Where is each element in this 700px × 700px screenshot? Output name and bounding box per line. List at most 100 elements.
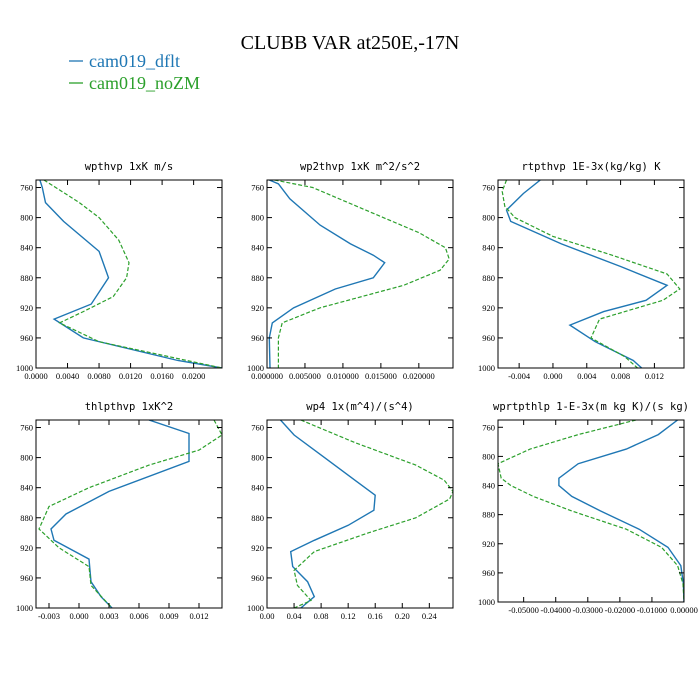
x-tick-label: 0.16 xyxy=(368,611,383,621)
y-tick-label: 1000 xyxy=(16,363,33,373)
x-tick-label: 0.00000 xyxy=(670,605,698,615)
y-tick-label: 840 xyxy=(251,483,264,493)
y-tick-label: 920 xyxy=(482,539,495,549)
x-tick-label: 0.0120 xyxy=(119,371,142,381)
plot-frame xyxy=(266,179,454,369)
legend-label-nozm: cam019_noZM xyxy=(89,73,200,93)
x-tick-label: 0.020000 xyxy=(403,371,435,381)
y-tick-label: 880 xyxy=(251,513,264,523)
x-tick-label: 0.00 xyxy=(260,611,275,621)
y-tick-label: 920 xyxy=(20,303,33,313)
y-tick-label: 800 xyxy=(482,451,495,461)
x-tick-label: 0.0160 xyxy=(150,371,173,381)
y-tick-label: 760 xyxy=(251,423,264,433)
y-tick-label: 880 xyxy=(482,273,495,283)
y-tick-label: 800 xyxy=(482,213,495,223)
y-tick-label: 960 xyxy=(251,573,264,583)
y-tick-label: 800 xyxy=(20,213,33,223)
x-tick-label: 0.0000 xyxy=(24,371,47,381)
y-tick-label: 960 xyxy=(20,573,33,583)
x-tick-label: 0.24 xyxy=(422,611,438,621)
y-tick-label: 960 xyxy=(482,333,495,343)
panel-title: wp4 1x(m^4)/(s^4) xyxy=(306,401,413,413)
panel-0: wpthvp 1xK m/s76080084088092096010000.00… xyxy=(16,161,223,381)
x-tick-label: 0.012 xyxy=(189,611,208,621)
y-tick-label: 800 xyxy=(20,453,33,463)
legend-label-dflt: cam019_dflt xyxy=(89,51,180,71)
y-tick-label: 800 xyxy=(251,453,264,463)
x-tick-label: 0.000 xyxy=(543,371,562,381)
y-tick-label: 920 xyxy=(482,303,495,313)
plot-frame xyxy=(497,179,685,369)
series-line-nozm xyxy=(38,420,222,608)
plot-frame xyxy=(497,419,685,603)
panel-2: rtpthvp 1E-3x(kg/kg) K 760 800 840 880 920 960… xyxy=(478,161,685,381)
y-tick-label: 1000 xyxy=(247,363,264,373)
figure-title: CLUBB VAR at250E,-17N xyxy=(241,32,460,54)
x-tick-label: 0.015000 xyxy=(365,371,397,381)
series-line-nozm xyxy=(293,420,453,608)
panel-1: wp2thvp 1xK m^2/s^2 760 800 840 880 920 960 100… xyxy=(247,161,454,381)
panel-title: wprtpthlp 1-E-3x(m kg K)/(s kg) xyxy=(493,401,689,413)
x-tick-label: 0.000000 xyxy=(251,371,283,381)
series-line-nozm xyxy=(498,420,684,602)
y-tick-label: 960 xyxy=(20,333,33,343)
y-tick-label: 880 xyxy=(20,513,33,523)
x-tick-label: 0.003 xyxy=(99,611,118,621)
x-tick-label: 0.20 xyxy=(395,611,410,621)
x-tick-label: -0.02000 xyxy=(605,605,635,615)
y-tick-label: 840 xyxy=(251,243,264,253)
y-tick-label: 760 xyxy=(251,183,264,193)
panel-5: wprtpthlp 1-E-3x(m kg K)/(s kg) 760 800 840… xyxy=(478,401,698,615)
x-tick-label: 0.000 xyxy=(69,611,88,621)
series-line-dflt xyxy=(279,420,376,608)
plot-frame xyxy=(35,419,223,609)
figure-legend: cam019_dflt cam019_noZM xyxy=(69,51,200,93)
y-tick-label: 840 xyxy=(482,481,495,491)
series-line-dflt xyxy=(505,180,669,368)
x-tick-label: 0.0040 xyxy=(56,371,79,381)
y-tick-label: 960 xyxy=(251,333,264,343)
y-tick-label: 840 xyxy=(20,243,33,253)
x-tick-label: 0.08 xyxy=(314,611,329,621)
y-tick-label: 1000 xyxy=(247,603,264,613)
y-tick-label: 920 xyxy=(251,543,264,553)
y-tick-label: 880 xyxy=(20,273,33,283)
x-tick-label: -0.003 xyxy=(38,611,60,621)
plot-frame xyxy=(266,419,454,609)
x-tick-label: 0.04 xyxy=(287,611,303,621)
y-tick-label: 960 xyxy=(482,568,495,578)
panel-title: thlpthvp 1xK^2 xyxy=(85,401,174,413)
y-tick-label: 1000 xyxy=(478,597,495,607)
x-tick-label: -0.01000 xyxy=(637,605,667,615)
x-tick-label: 0.0200 xyxy=(182,371,205,381)
plot-frame xyxy=(35,179,223,369)
x-tick-label: -0.05000 xyxy=(508,605,538,615)
y-tick-label: 760 xyxy=(20,183,33,193)
x-tick-label: -0.004 xyxy=(508,371,531,381)
x-tick-label: 0.010000 xyxy=(327,371,359,381)
panel-title: wp2thvp 1xK m^2/s^2 xyxy=(300,161,420,173)
x-tick-label: 0.0080 xyxy=(87,371,110,381)
y-tick-label: 1000 xyxy=(478,363,495,373)
x-tick-label: 0.012 xyxy=(645,371,664,381)
y-tick-label: 880 xyxy=(251,273,264,283)
series-line-nozm xyxy=(274,180,450,368)
series-line-nozm xyxy=(501,180,681,368)
series-line-nozm xyxy=(43,180,222,368)
y-tick-label: 880 xyxy=(482,510,495,520)
x-tick-label: -0.04000 xyxy=(540,605,570,615)
y-tick-label: 1000 xyxy=(16,603,33,613)
y-tick-label: 760 xyxy=(20,423,33,433)
panels-container: wpthvp 1xK m/s76080084088092096010000.00… xyxy=(16,161,698,621)
x-tick-label: 0.009 xyxy=(159,611,178,621)
panel-title: rtpthvp 1E-3x(kg/kg) K xyxy=(521,161,661,173)
y-tick-label: 760 xyxy=(482,183,495,193)
y-tick-label: 920 xyxy=(251,303,264,313)
y-tick-label: 800 xyxy=(251,213,264,223)
panel-3: thlpthvp 1xK^2 760 800 840 880 920 960 1000 -0.0… xyxy=(16,401,223,621)
series-line-dflt xyxy=(268,180,386,368)
y-tick-label: 760 xyxy=(482,422,495,432)
x-tick-label: 0.008 xyxy=(611,371,630,381)
